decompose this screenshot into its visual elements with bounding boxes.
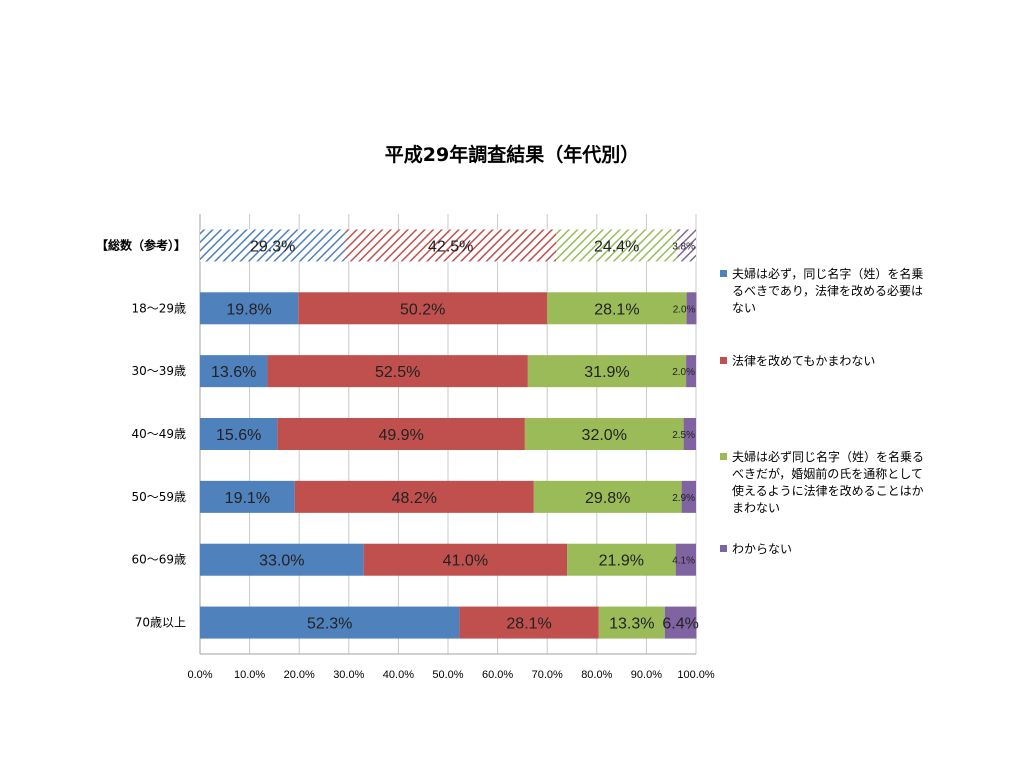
bar-value-label: 29.3% — [250, 238, 295, 255]
bar-segment — [683, 418, 696, 450]
bar-value-label: 13.3% — [609, 616, 654, 633]
bar-value-label: 52.3% — [307, 616, 352, 633]
category-label: 【総数（参考）】 — [96, 237, 186, 252]
bar-segment — [524, 418, 684, 450]
bar-value-label: 41.0% — [443, 553, 488, 570]
bar-segment — [363, 543, 568, 576]
bar-value-labels: 29.3% 42.5% 24.4% 3.8% 19.8% 50.2% 28.1% 2.0% 13… — [211, 238, 699, 632]
bar-segment — [277, 418, 525, 450]
bar-segment — [686, 292, 697, 325]
bar-value-label: 2.9% — [672, 493, 695, 504]
x-tick-label: 40.0% — [383, 669, 414, 681]
bar-value-label: 4.1% — [672, 556, 695, 567]
bar-value-label: 52.5% — [375, 364, 420, 381]
bar-segment — [675, 543, 696, 576]
category-label: 18～29歳 — [131, 301, 186, 315]
bar-segment — [681, 480, 696, 513]
bar-segment — [664, 606, 697, 639]
bar-value-label: 42.5% — [428, 238, 473, 255]
x-tick-label: 60.0% — [482, 669, 513, 681]
bar-segment — [459, 606, 599, 639]
bar-segment — [567, 543, 676, 576]
bar-segment — [200, 418, 278, 450]
bar-value-label: 2.0% — [672, 367, 695, 378]
bar-segment — [686, 355, 696, 388]
x-tick-label: 70.0% — [532, 669, 563, 681]
bar-value-label: 50.2% — [400, 301, 445, 318]
x-tick-label: 100.0% — [677, 669, 715, 681]
bar-value-label: 28.1% — [594, 301, 639, 318]
bar-value-label: 33.0% — [259, 553, 304, 570]
chart-title: 平成29年調査結果（年代別） — [384, 144, 640, 166]
bar-segment — [200, 480, 295, 513]
bar-value-label: 13.6% — [211, 364, 256, 381]
bar-segment — [527, 355, 687, 388]
x-tick-label: 80.0% — [581, 669, 612, 681]
bar-value-label: 6.4% — [662, 616, 698, 633]
bar-value-label: 29.8% — [585, 490, 630, 507]
bar-value-label: 2.5% — [672, 430, 695, 441]
bar-segment — [267, 355, 528, 388]
bar-segment — [533, 480, 682, 513]
bar-value-label: 48.2% — [392, 490, 437, 507]
category-label: 60～69歳 — [131, 553, 186, 567]
bar-segment — [200, 355, 268, 388]
x-tick-label: 0.0% — [187, 669, 212, 681]
x-tick-label: 20.0% — [284, 669, 315, 681]
category-labels: 【総数（参考）】 18～29歳 30～39歳 40～49歳 50～59歳 60～69歳 70… — [96, 237, 186, 629]
bar-value-label: 2.0% — [673, 304, 696, 315]
legend-label: 夫婦は必ず同じ名字（姓）を名乗る べきだが，婚姻前の氏を通称として 使えるように法律… — [732, 450, 925, 515]
bar-segment — [677, 229, 696, 262]
category-label: 40～49歳 — [131, 427, 186, 441]
x-tick-label: 30.0% — [333, 669, 364, 681]
bar-value-label: 28.1% — [506, 616, 551, 633]
bar-value-label: 19.1% — [225, 490, 270, 507]
category-label: 30～39歳 — [131, 364, 186, 378]
bar-segment — [294, 480, 534, 513]
legend-swatch — [720, 545, 727, 552]
bar-value-label: 24.4% — [594, 238, 639, 255]
legend-label: わからない — [732, 542, 793, 556]
bar-value-label: 19.8% — [226, 301, 271, 318]
bar-value-label: 31.9% — [584, 364, 629, 381]
legend-swatch — [720, 270, 727, 277]
bar-segment — [547, 292, 687, 325]
bar-value-label: 32.0% — [582, 427, 627, 444]
x-axis-ticks: 0.0% 10.0% 20.0% 30.0% 40.0% 50.0% 60.0% 70.0% 8… — [187, 669, 714, 681]
bar-segment — [598, 606, 665, 639]
legend-swatch — [720, 357, 727, 364]
bar-value-label: 21.9% — [599, 553, 644, 570]
bars — [200, 229, 697, 639]
bar-value-label: 15.6% — [216, 427, 261, 444]
bar-value-label: 49.9% — [378, 427, 423, 444]
legend-swatch — [720, 453, 727, 460]
bar-segment — [298, 292, 548, 325]
bar-segment — [556, 229, 678, 262]
category-label: 70歳以上 — [135, 616, 186, 630]
category-label: 50～59歳 — [131, 490, 186, 504]
bar-segment — [345, 229, 557, 262]
bar-segment — [200, 606, 460, 639]
legend-label: 法律を改めてもかまわない — [732, 354, 876, 368]
x-tick-label: 90.0% — [631, 669, 662, 681]
bar-value-label: 3.8% — [672, 241, 695, 252]
x-tick-label: 10.0% — [234, 669, 265, 681]
legend-label: 夫婦は必ず，同じ名字（姓）を名乗 るべきであり，法律を改める必要は ない — [732, 267, 924, 315]
bar-segment — [200, 292, 299, 325]
bar-segment — [200, 543, 364, 576]
x-tick-label: 50.0% — [432, 669, 463, 681]
bar-segment — [200, 229, 346, 262]
